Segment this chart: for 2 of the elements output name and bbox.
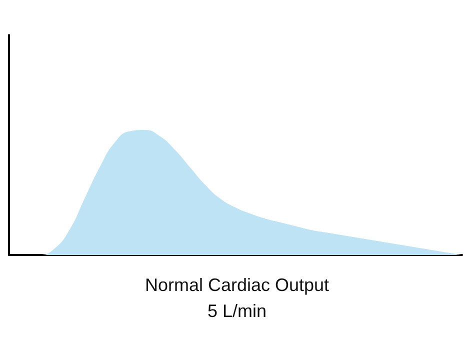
x-axis-title: Normal Cardiac Output [144,275,330,295]
text: 5 L/min [207,301,267,321]
